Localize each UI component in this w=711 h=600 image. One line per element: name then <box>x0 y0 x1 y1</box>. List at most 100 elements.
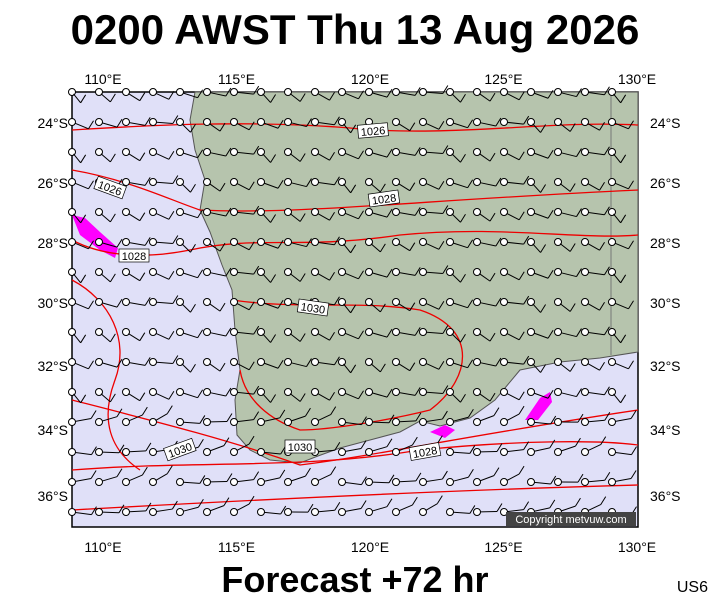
isobar-label: 1026 <box>357 122 389 139</box>
barb <box>317 153 330 161</box>
barb <box>264 477 280 482</box>
barb-flag <box>495 297 502 307</box>
barb-flag <box>91 506 97 515</box>
station <box>554 448 562 456</box>
barb <box>451 333 461 343</box>
barb-flag <box>540 364 547 373</box>
barb <box>588 271 605 276</box>
barb-flag <box>518 331 525 341</box>
barb <box>587 303 600 311</box>
barb <box>587 123 600 131</box>
station <box>149 298 157 306</box>
barb-flag <box>438 121 445 130</box>
isobar-label-box <box>118 248 150 263</box>
station <box>149 268 157 276</box>
barb <box>372 92 388 98</box>
barb <box>156 508 173 512</box>
station <box>230 88 238 96</box>
station <box>230 448 238 456</box>
barb-flag <box>599 361 605 371</box>
station <box>95 358 103 366</box>
station <box>257 268 265 276</box>
lat-label-right: 32°S <box>650 358 681 374</box>
barb-flag <box>109 93 116 103</box>
station <box>608 448 616 456</box>
station <box>392 148 400 156</box>
barb-flag <box>299 153 306 162</box>
barb <box>75 417 92 422</box>
barb-flag <box>190 123 196 133</box>
barb <box>426 478 443 482</box>
station <box>203 448 211 456</box>
barb-flag <box>306 358 312 367</box>
barb-flag <box>197 89 204 98</box>
station <box>446 268 454 276</box>
barb-flag <box>467 239 474 248</box>
barb-flag <box>223 437 230 446</box>
station <box>608 358 616 366</box>
station <box>473 388 481 396</box>
barb-flag <box>226 413 233 422</box>
barb <box>343 123 352 134</box>
station <box>311 328 319 336</box>
isobar-label: 1030 <box>284 439 316 454</box>
station <box>284 508 292 516</box>
barb-flag <box>277 179 284 189</box>
barb <box>532 123 541 133</box>
barb-flag <box>518 391 525 401</box>
title: 0200 AWST Thu 13 Aug 2026 <box>71 6 640 53</box>
barb <box>561 152 577 158</box>
barb <box>559 243 571 252</box>
barb <box>370 183 381 193</box>
barb-flag <box>460 153 466 163</box>
station <box>419 508 427 516</box>
station <box>446 508 454 516</box>
barb-flag <box>489 212 496 222</box>
barb <box>425 242 440 250</box>
barb <box>588 419 605 423</box>
barb <box>398 504 413 512</box>
barb-flag <box>604 472 611 481</box>
barb <box>561 92 577 98</box>
barb-flag <box>599 241 605 251</box>
barb <box>317 273 330 281</box>
barb-flag <box>518 271 525 281</box>
station <box>284 298 292 306</box>
barb-flag <box>305 407 311 417</box>
station <box>122 298 130 306</box>
isobar-label: 1030 <box>296 298 330 317</box>
station <box>149 448 157 456</box>
barb <box>478 93 491 102</box>
barb <box>480 242 496 247</box>
station <box>500 208 508 216</box>
station <box>284 148 292 156</box>
barb <box>372 152 388 158</box>
barb <box>102 122 118 128</box>
barb <box>262 273 271 283</box>
station <box>392 238 400 246</box>
high-wind <box>430 425 455 438</box>
barb <box>452 182 468 189</box>
barb-flag <box>489 152 496 162</box>
barb-flag <box>168 151 175 160</box>
barb-flag <box>270 94 277 103</box>
barb-flag <box>489 92 496 102</box>
barb-flag <box>118 444 125 454</box>
barb <box>128 213 141 222</box>
barb-flag <box>523 501 530 510</box>
station <box>446 88 454 96</box>
barb-flag <box>495 237 502 247</box>
station <box>95 268 103 276</box>
barb <box>533 92 549 99</box>
barb-flag <box>88 180 94 190</box>
station <box>122 418 130 426</box>
barb-flag <box>90 410 97 419</box>
barb-flag <box>576 208 582 217</box>
station <box>311 388 319 396</box>
barb <box>236 503 250 512</box>
barb <box>425 362 440 370</box>
barb-flag <box>469 445 476 454</box>
barb <box>615 451 632 456</box>
barb-flag <box>88 240 94 250</box>
barb-flag <box>361 476 367 485</box>
